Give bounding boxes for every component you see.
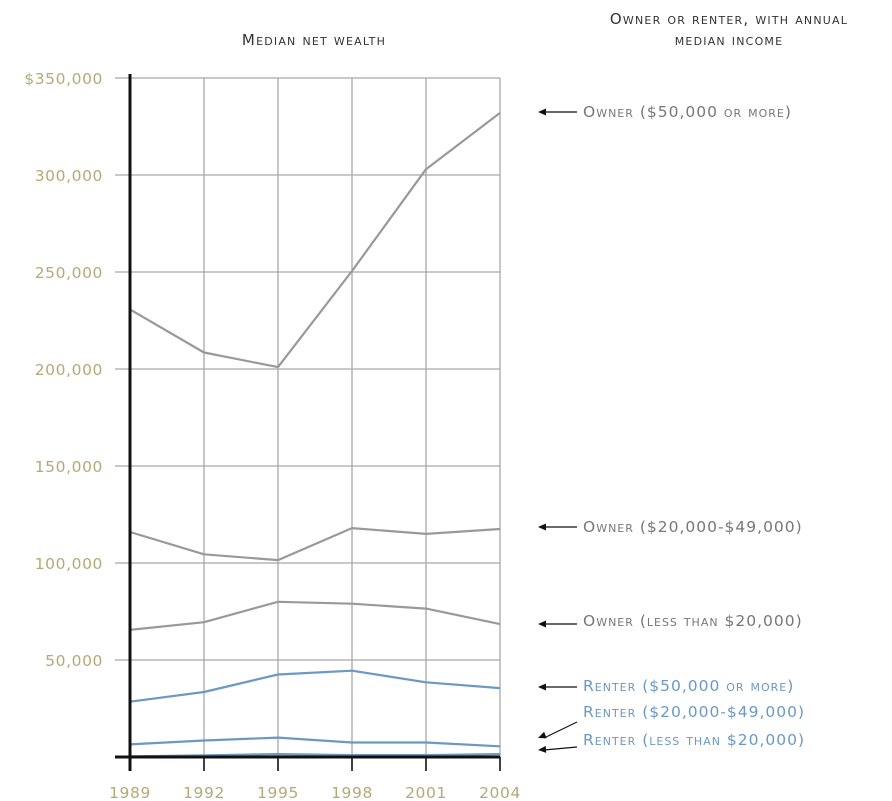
arrow-head-icon [538, 523, 546, 531]
y-tick-label: $350,000 [24, 70, 103, 88]
y-tick-label: 100,000 [35, 555, 103, 573]
legend-title-line2: median income [675, 31, 784, 49]
x-tick-label: 1989 [109, 784, 151, 801]
series-lines [129, 112, 501, 758]
chart-title: Median net wealth [242, 31, 386, 49]
arrow-head-icon [538, 683, 546, 691]
y-tick-label: 300,000 [35, 167, 103, 185]
y-tick-label: 200,000 [35, 361, 103, 379]
gridlines [115, 77, 501, 757]
series-label: Renter ($20,000-$49,000) [583, 703, 805, 721]
series-label: Owner (less than $20,000) [583, 612, 803, 630]
label-arrow-line [543, 746, 578, 751]
x-tick-label: 2004 [479, 784, 521, 801]
x-tick-label: 1995 [257, 784, 299, 801]
y-axis-ticks: $350,000 300,000 250,000 200,000 150,000 100,… [24, 70, 103, 670]
series-line [129, 736, 501, 748]
x-tick-label: 2001 [405, 784, 447, 801]
series-label: Renter (less than $20,000) [583, 731, 805, 749]
series-label: Renter ($50,000 or more) [583, 677, 794, 695]
series-labels: Owner ($50,000 or more) Owner ($20,000-$4… [538, 103, 805, 753]
y-tick-label: 50,000 [45, 652, 103, 670]
series-line [129, 112, 501, 369]
y-tick-label: 250,000 [35, 264, 103, 282]
x-tick-label: 1998 [331, 784, 373, 801]
arrow-head-icon [538, 745, 547, 753]
arrow-head-icon [538, 108, 546, 116]
arrow-head-icon [538, 731, 547, 739]
x-tick-label: 1992 [183, 784, 225, 801]
series-label: Owner ($50,000 or more) [583, 103, 792, 121]
label-arrow-line [543, 721, 578, 739]
series-line [129, 600, 501, 631]
series-label: Owner ($20,000-$49,000) [583, 518, 803, 536]
axes [115, 74, 501, 771]
y-tick-label: 150,000 [35, 458, 103, 476]
legend-title-line1: Owner or renter, with annual [610, 10, 848, 28]
series-line [129, 526, 501, 562]
x-axis-ticks: 1989 1992 1995 1998 2001 2004 [109, 784, 521, 801]
series-line [129, 669, 501, 703]
arrow-head-icon [538, 620, 546, 628]
